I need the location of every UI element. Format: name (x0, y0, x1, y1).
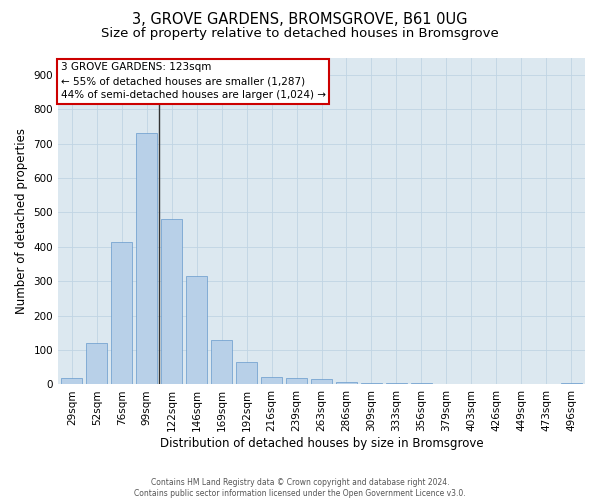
Text: 3 GROVE GARDENS: 123sqm
← 55% of detached houses are smaller (1,287)
44% of semi: 3 GROVE GARDENS: 123sqm ← 55% of detache… (61, 62, 326, 100)
Bar (136, 133, 157, 384)
Text: Contains HM Land Registry data © Crown copyright and database right 2024.
Contai: Contains HM Land Registry data © Crown c… (134, 478, 466, 498)
Bar (336, 382, 357, 384)
Bar (211, 340, 232, 384)
Bar (161, 220, 182, 384)
Y-axis label: Number of detached properties: Number of detached properties (15, 128, 28, 314)
Bar (361, 382, 382, 384)
Bar (86, 343, 107, 384)
Bar (286, 378, 307, 384)
Bar (560, 382, 582, 384)
Text: Size of property relative to detached houses in Bromsgrove: Size of property relative to detached ho… (101, 28, 499, 40)
Bar (111, 242, 133, 384)
Bar (261, 377, 282, 384)
Text: 3, GROVE GARDENS, BROMSGROVE, B61 0UG: 3, GROVE GARDENS, BROMSGROVE, B61 0UG (132, 12, 468, 28)
X-axis label: Distribution of detached houses by size in Bromsgrove: Distribution of detached houses by size … (160, 437, 484, 450)
Bar (61, 378, 82, 384)
Bar (311, 380, 332, 384)
Bar (186, 276, 207, 384)
Bar (236, 362, 257, 384)
